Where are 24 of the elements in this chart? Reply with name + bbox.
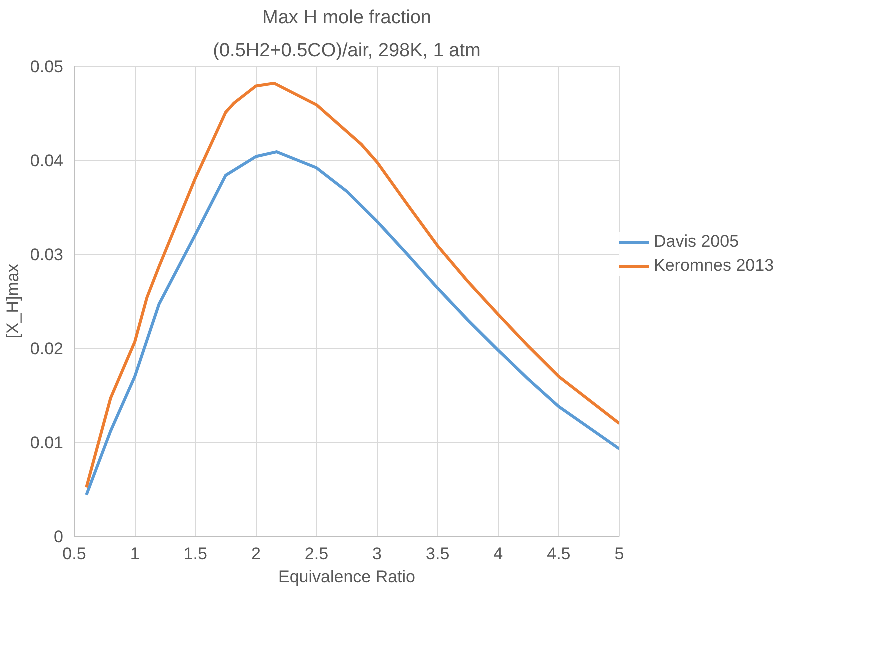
y-tick-label: 0.03	[30, 246, 64, 264]
x-tick-label: 2.5	[304, 544, 329, 564]
line-series	[85, 82, 620, 490]
x-tick-label: 3.5	[426, 544, 450, 564]
x-tick-label: 1.5	[184, 544, 208, 564]
line-series	[85, 150, 620, 497]
y-tick-label: 0.05	[30, 58, 64, 76]
x-tick-label: 3	[372, 544, 382, 564]
y-tick-label: 0.04	[30, 152, 64, 170]
chart-title: Max H mole fraction	[262, 8, 432, 28]
legend-label: Keromnes 2013	[654, 256, 774, 276]
y-axis-title: [X_H]max	[3, 264, 22, 339]
y-tick-label: 0	[54, 528, 64, 546]
x-tick-label: 0.5	[62, 544, 86, 564]
x-tick-label: 1	[130, 544, 140, 564]
y-tick-label: 0.02	[30, 340, 64, 358]
x-tick-label: 2	[251, 544, 261, 564]
x-axis-title: Equivalence Ratio	[278, 568, 416, 586]
x-tick-label: 4	[494, 544, 504, 564]
legend-label: Davis 2005	[654, 232, 740, 252]
y-tick-label: 0.01	[30, 434, 64, 452]
x-tick-label: 4.5	[547, 544, 571, 564]
x-tick-label: 5	[614, 544, 624, 564]
chart-subtitle: (0.5H2+0.5CO)/air, 298K, 1 atm	[213, 40, 481, 62]
